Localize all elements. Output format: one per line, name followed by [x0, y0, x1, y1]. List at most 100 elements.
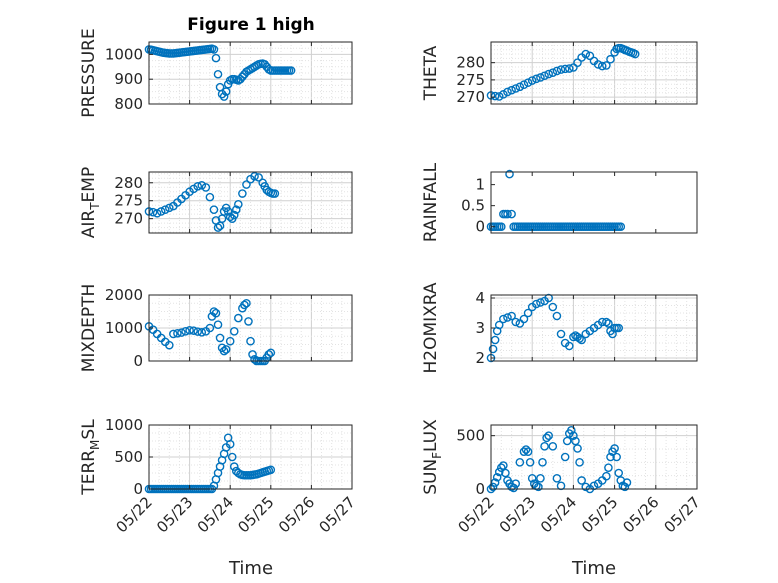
data-point [544, 69, 553, 79]
data-point [197, 180, 207, 190]
data-point [614, 323, 624, 333]
data-point [519, 314, 529, 324]
data-point [614, 468, 624, 478]
data-point [509, 483, 518, 493]
data-point [164, 203, 174, 213]
data-point [219, 346, 229, 356]
y-tick-label: 0.5 [461, 197, 485, 215]
x-tick-label: 05/25 [578, 493, 621, 536]
data-point [604, 463, 613, 472]
y-tick-label: 800 [114, 95, 143, 113]
data-point [488, 482, 498, 492]
data-point [490, 335, 500, 345]
data-point [569, 431, 578, 440]
data-point [575, 334, 584, 343]
y-tick-label: 280 [114, 174, 143, 192]
x-axis-label-right: Time [571, 558, 616, 579]
y-tick-label: 1 [475, 176, 485, 194]
data-point [238, 189, 247, 198]
y-tick-label: 1000 [105, 416, 143, 434]
y-tick-label: 1000 [105, 319, 143, 337]
data-point [227, 452, 237, 462]
data-point [266, 465, 276, 475]
data-point [503, 87, 512, 97]
data-point [496, 222, 506, 231]
data-point [581, 49, 591, 59]
y-axis-label: TERRMSL [79, 419, 102, 496]
data-point [620, 482, 630, 492]
axes-box [148, 41, 353, 105]
data-point [189, 326, 198, 335]
data-point [223, 207, 233, 216]
data-point [515, 458, 525, 467]
data-point [538, 458, 547, 467]
data-point [525, 458, 535, 467]
data-point [185, 326, 194, 335]
data-point [225, 439, 235, 449]
data-point [225, 336, 235, 346]
data-point [499, 461, 508, 470]
data-point [229, 462, 239, 471]
data-point [571, 436, 580, 446]
data-point [211, 308, 221, 318]
data-point [503, 209, 512, 219]
data-point [532, 74, 541, 84]
y-tick-label: 900 [114, 70, 143, 88]
y-tick-label: 0 [133, 480, 143, 498]
data-point [536, 298, 545, 307]
y-axis-label: MIXDEPTH [79, 284, 99, 373]
data-point [213, 223, 223, 232]
data-point [234, 199, 243, 209]
data-point [507, 85, 516, 95]
data-point [511, 479, 521, 488]
data-point [622, 478, 632, 487]
data-point [511, 317, 521, 327]
data-point [527, 76, 537, 85]
data-point [511, 84, 521, 93]
data-point [610, 444, 619, 453]
x-tick-label: 05/24 [194, 493, 237, 536]
data-point [499, 314, 508, 324]
data-point [152, 208, 162, 218]
data-point [266, 348, 276, 358]
data-point [248, 350, 257, 359]
data-point [234, 313, 243, 323]
data-point [240, 300, 249, 310]
data-point [488, 344, 498, 354]
data-point [540, 71, 549, 81]
data-point [225, 212, 235, 222]
data-point [616, 222, 626, 231]
data-point [581, 482, 591, 492]
y-tick-label: 0 [475, 480, 485, 498]
data-point [602, 61, 611, 70]
subplot-4: 0 0.5 1 RAINFALL [421, 162, 698, 242]
data-point [215, 333, 225, 343]
data-point [556, 329, 566, 339]
data-point [221, 87, 231, 96]
data-point [560, 64, 570, 74]
data-point [490, 478, 500, 487]
data-point [560, 452, 570, 462]
y-tick-label: 500 [114, 448, 143, 466]
data-point [507, 209, 516, 219]
axes-box [148, 171, 353, 234]
data-point [496, 463, 506, 472]
data-point [503, 313, 512, 322]
y-tick-label: 270 [456, 88, 485, 106]
data-point [612, 452, 621, 462]
subplot-6: 2 3 4 H2OMIXRA [421, 282, 698, 374]
data-point [254, 173, 263, 182]
data-point [244, 317, 253, 326]
data-point [573, 58, 582, 67]
x-tick-label: 05/23 [153, 493, 196, 536]
data-point [209, 307, 219, 316]
data-point [544, 431, 553, 440]
subplot-5: 0 1000 2000 MIXDEPTH [79, 284, 353, 373]
data-point [521, 445, 531, 454]
data-point [229, 210, 239, 220]
data-point [250, 355, 259, 364]
y-axis-label: THETA [421, 45, 441, 101]
data-point [577, 476, 586, 485]
data-point [242, 180, 251, 189]
